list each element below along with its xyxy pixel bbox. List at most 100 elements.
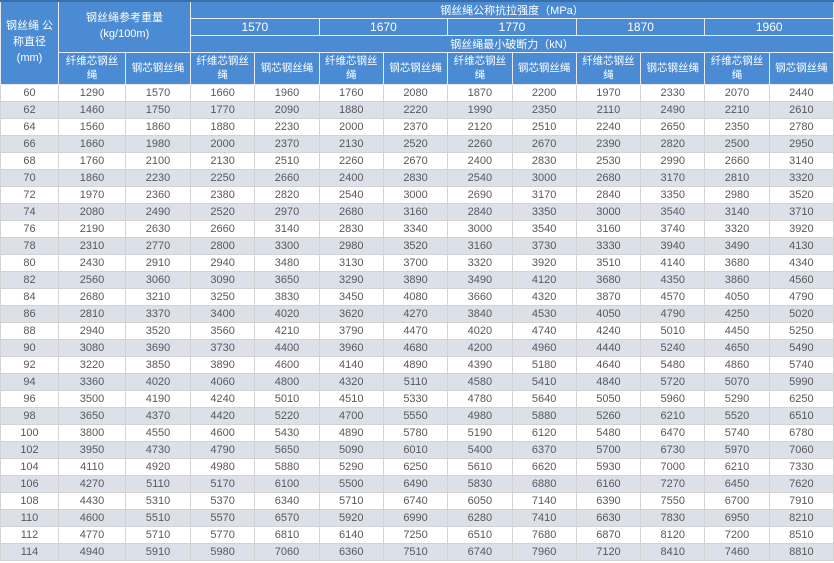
value-cell: 5980 [190,543,256,561]
value-cell: 7510 [382,543,449,561]
table-row: 68 1760 2100 2130 2510 2260 2670 2400 2830 2530 29… [0,152,834,170]
value-cell: 5290 [318,458,384,476]
diameter-cell: 106 [0,475,59,493]
diameter-cell: 96 [0,390,59,408]
value-cell: 6050 [447,492,513,510]
diameter-cell: 112 [0,526,59,544]
value-cell: 1660 [58,135,126,153]
diameter-cell: 80 [0,254,59,272]
value-cell: 5480 [575,424,642,442]
value-cell: 5920 [318,509,384,527]
value-cell: 2630 [124,220,192,238]
value-cell: 5240 [640,339,706,357]
value-cell: 1290 [58,84,126,102]
diameter-cell: 76 [0,220,59,238]
value-cell: 4020 [447,322,513,340]
value-cell: 1760 [318,84,384,102]
value-cell: 2000 [190,135,256,153]
value-cell: 5770 [190,526,256,544]
value-cell: 3950 [58,441,126,459]
value-cell: 2950 [768,135,834,153]
value-cell: 5830 [447,475,513,493]
breaking-force-title: 钢丝绳最小破断力（kN） [190,35,834,53]
value-cell: 6880 [511,475,577,493]
table-row: 62 1460 1750 1770 2090 1880 2220 1990 2350 2110 24… [0,101,834,119]
value-cell: 2940 [190,254,256,272]
value-cell: 3540 [511,220,577,238]
value-cell: 1750 [124,101,192,119]
value-cell: 2360 [124,186,192,204]
value-cell: 4080 [382,288,449,306]
value-cell: 4740 [511,322,577,340]
value-cell: 4530 [511,305,577,323]
value-cell: 7250 [382,526,449,544]
strength-values-row: 1570 1670 1770 1870 1960 [1,18,834,36]
value-cell: 3000 [382,186,449,204]
steel-core-header: 钢芯钢丝绳 [124,52,192,85]
value-cell: 2400 [318,169,384,187]
value-cell: 5880 [254,458,320,476]
value-cell: 6120 [511,424,577,442]
value-cell: 3000 [575,203,642,221]
value-cell: 3890 [382,271,449,289]
diameter-cell: 86 [0,305,59,323]
value-cell: 4770 [58,526,126,544]
value-cell: 4140 [318,356,384,374]
value-cell: 3650 [58,407,126,425]
value-cell: 1880 [190,118,256,136]
strength-header-1570: 1570 [190,18,320,36]
table-row: 82 2560 3060 3090 3650 3290 3890 3490 4120 3680 43… [0,271,834,289]
value-cell: 3360 [58,373,126,391]
value-cell: 5990 [768,373,834,391]
diameter-cell: 100 [0,424,59,442]
value-cell: 4140 [640,254,706,272]
value-cell: 4550 [124,424,192,442]
value-cell: 3520 [382,237,449,255]
value-cell: 5110 [124,475,192,493]
value-cell: 3140 [704,203,770,221]
value-cell: 5610 [447,458,513,476]
value-cell: 4270 [58,475,126,493]
value-cell: 5970 [704,441,770,459]
value-cell: 3290 [318,271,384,289]
value-cell: 2330 [640,84,706,102]
value-cell: 7140 [511,492,577,510]
value-cell: 7550 [640,492,706,510]
value-cell: 2200 [511,84,577,102]
value-cell: 1990 [447,101,513,119]
value-cell: 6510 [768,407,834,425]
value-cell: 2080 [58,203,126,221]
value-cell: 7060 [254,543,320,561]
table-row: 96 3500 4190 4240 5010 4510 5330 4780 5640 5050 59… [0,390,834,408]
value-cell: 6870 [575,526,642,544]
strength-header-1870: 1870 [575,18,706,36]
value-cell: 3170 [511,186,577,204]
fiber-core-header: 纤维芯钢丝绳 [447,52,513,85]
value-cell: 6140 [318,526,384,544]
value-cell: 3540 [640,203,706,221]
value-cell: 4980 [190,458,256,476]
value-cell: 1970 [58,186,126,204]
value-cell: 4980 [447,407,513,425]
diameter-cell: 108 [0,492,59,510]
value-cell: 5430 [254,424,320,442]
value-cell: 4920 [124,458,192,476]
value-cell: 4130 [768,237,834,255]
value-cell: 3140 [768,152,834,170]
table-row: 72 1970 2360 2380 2820 2540 3000 2690 3170 2840 33… [0,186,834,204]
value-cell: 5570 [190,509,256,527]
diameter-cell: 74 [0,203,59,221]
value-cell: 4790 [640,305,706,323]
value-cell: 3960 [318,339,384,357]
strength-header-1670: 1670 [318,18,449,36]
value-cell: 2070 [704,84,770,102]
value-cell: 6280 [447,509,513,527]
value-cell: 1880 [318,101,384,119]
value-cell: 2490 [640,101,706,119]
value-cell: 3170 [640,169,706,187]
diameter-cell: 64 [0,118,59,136]
table-row: 92 3220 3850 3890 4600 4140 4890 4390 5180 4640 54… [0,356,834,374]
value-cell: 3000 [511,169,577,187]
value-cell: 2910 [124,254,192,272]
value-cell: 4190 [124,390,192,408]
